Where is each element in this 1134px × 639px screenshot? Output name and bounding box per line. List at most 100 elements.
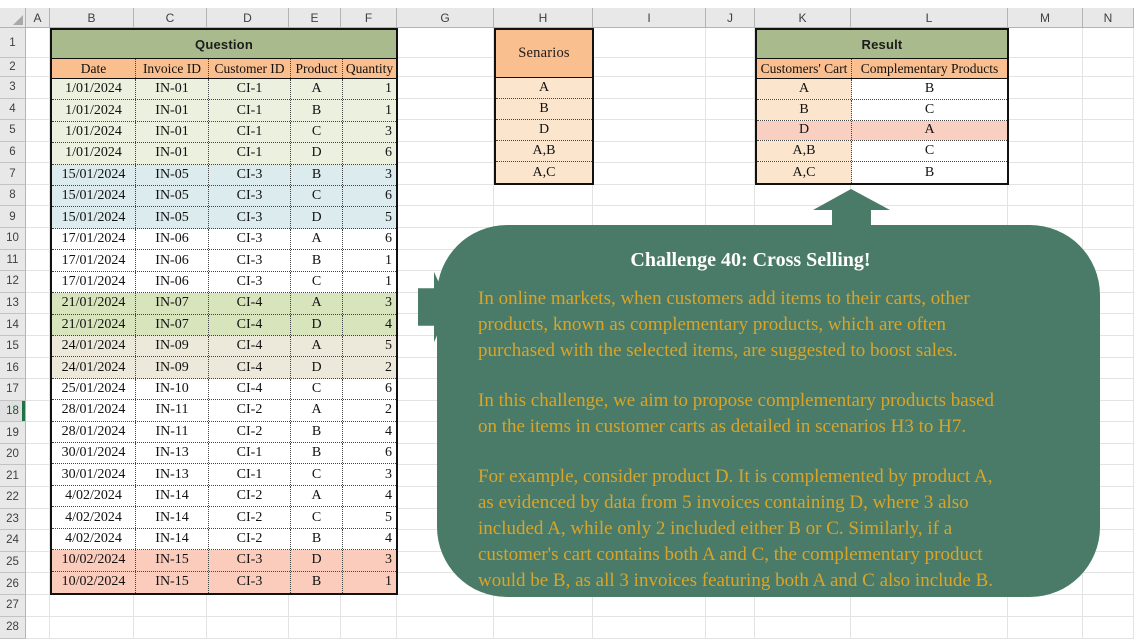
cell-invoice-id[interactable]: IN-11	[136, 421, 209, 443]
cell-date[interactable]: 15/01/2024	[52, 164, 136, 186]
cell-customer-id[interactable]: CI-3	[209, 271, 291, 293]
cell-customer-id[interactable]: CI-1	[209, 121, 291, 143]
table-row[interactable]: 1/01/2024 IN-01 CI-1 C 3	[52, 121, 396, 144]
cell-quantity[interactable]: 6	[385, 188, 392, 204]
table-row[interactable]: 24/01/2024 IN-09 CI-4 A 5	[52, 335, 396, 358]
column-header-b[interactable]: B	[50, 8, 134, 28]
row-header-6[interactable]: 6	[0, 141, 26, 164]
row-header-11[interactable]: 11	[0, 249, 26, 272]
table-row[interactable]: 28/01/2024 IN-11 CI-2 A 2	[52, 400, 396, 422]
grid-cell[interactable]	[494, 184, 593, 207]
row-header-28[interactable]: 28	[0, 616, 26, 639]
grid-cell[interactable]	[397, 616, 494, 639]
cell-product[interactable]: D	[291, 314, 343, 335]
grid-cell[interactable]	[706, 616, 755, 639]
grid-cell[interactable]	[1083, 28, 1134, 58]
cell-customer-id[interactable]: CI-1	[209, 464, 291, 485]
grid-cell[interactable]	[26, 271, 50, 293]
column-header-a[interactable]: A	[26, 8, 50, 28]
cell-product[interactable]: D	[291, 357, 343, 378]
cell-invoice-id[interactable]: IN-10	[136, 378, 209, 400]
cell-quantity[interactable]: 4	[385, 316, 392, 332]
cell-date[interactable]: 28/01/2024	[52, 400, 136, 421]
cell-invoice-id[interactable]: IN-01	[136, 121, 209, 143]
table-row[interactable]: 17/01/2024 IN-06 CI-3 B 1	[52, 250, 396, 272]
grid-cell[interactable]	[593, 58, 706, 77]
grid-cell[interactable]	[593, 141, 706, 164]
cell-product[interactable]: B	[291, 528, 343, 550]
grid-cell[interactable]	[706, 58, 755, 77]
cell-date[interactable]: 4/02/2024	[52, 485, 136, 507]
cell-quantity[interactable]: 3	[385, 295, 392, 311]
cell-customer-id[interactable]: CI-2	[209, 421, 291, 443]
grid-cell[interactable]	[494, 594, 593, 617]
question-header-cell[interactable]: Date	[52, 59, 136, 78]
cell-invoice-id[interactable]: IN-14	[136, 507, 209, 528]
row-header-22[interactable]: 22	[0, 486, 26, 509]
table-row[interactable]: 21/01/2024 IN-07 CI-4 D 4	[52, 314, 396, 336]
grid-cell[interactable]	[26, 141, 50, 164]
cell-quantity[interactable]: 6	[385, 445, 392, 461]
cell-complementary-product[interactable]: A	[852, 120, 1007, 141]
row-header-26[interactable]: 26	[0, 573, 26, 595]
cell-date[interactable]: 4/02/2024	[52, 528, 136, 550]
grid-cell[interactable]	[26, 357, 50, 380]
row-header-7[interactable]: 7	[0, 163, 26, 185]
table-row[interactable]: 17/01/2024 IN-06 CI-3 A 6	[52, 228, 396, 251]
table-row[interactable]: 30/01/2024 IN-13 CI-1 B 6	[52, 443, 396, 465]
cell-customer-id[interactable]: CI-1	[209, 100, 291, 121]
cell-customers-cart[interactable]: A,C	[757, 162, 852, 183]
cell-quantity[interactable]: 6	[385, 381, 392, 397]
cell-date[interactable]: 1/01/2024	[52, 100, 136, 121]
cell-invoice-id[interactable]: IN-15	[136, 550, 209, 571]
cell-quantity[interactable]: 2	[385, 402, 392, 418]
cell-invoice-id[interactable]: IN-01	[136, 79, 209, 100]
cell-product[interactable]: C	[291, 378, 343, 400]
grid-cell[interactable]	[26, 98, 50, 121]
table-row[interactable]: 17/01/2024 IN-06 CI-3 C 1	[52, 271, 396, 294]
grid-cell[interactable]	[26, 120, 50, 142]
grid-cell[interactable]	[1083, 573, 1134, 595]
cell-product[interactable]: A	[291, 400, 343, 421]
cell-product[interactable]: A	[291, 485, 343, 507]
grid-cell[interactable]	[1083, 616, 1134, 639]
column-header-e[interactable]: E	[289, 8, 341, 28]
cell-customers-cart[interactable]: A	[757, 79, 852, 99]
grid-cell[interactable]	[26, 422, 50, 444]
grid-cell[interactable]	[1083, 58, 1134, 77]
cell-invoice-id[interactable]: IN-09	[136, 357, 209, 378]
row-header-20[interactable]: 20	[0, 443, 26, 466]
grid-cell[interactable]	[26, 616, 50, 639]
cell-invoice-id[interactable]: IN-07	[136, 314, 209, 335]
table-row[interactable]: 28/01/2024 IN-11 CI-2 B 4	[52, 421, 396, 444]
table-row[interactable]: A	[496, 78, 592, 99]
cell-customer-id[interactable]: CI-3	[209, 207, 291, 228]
cell-invoice-id[interactable]: IN-13	[136, 443, 209, 464]
cell-customer-id[interactable]: CI-4	[209, 314, 291, 335]
result-header-cell[interactable]: Customers' Cart	[757, 59, 852, 78]
grid-cell[interactable]	[26, 314, 50, 336]
grid-cell[interactable]	[706, 28, 755, 58]
cell-customer-id[interactable]: CI-3	[209, 164, 291, 186]
grid-cell[interactable]	[207, 616, 289, 639]
grid-cell[interactable]	[1083, 141, 1134, 164]
grid-cell[interactable]	[706, 163, 755, 185]
row-header-13[interactable]: 13	[0, 292, 26, 315]
cell-quantity[interactable]: 1	[385, 252, 392, 268]
cell-invoice-id[interactable]: IN-14	[136, 528, 209, 550]
cell-quantity[interactable]: 4	[385, 530, 392, 546]
cell-customer-id[interactable]: CI-4	[209, 378, 291, 400]
row-header-18[interactable]: 18	[0, 400, 26, 423]
row-header-12[interactable]: 12	[0, 271, 26, 293]
table-row[interactable]: B	[496, 99, 592, 120]
row-header-14[interactable]: 14	[0, 314, 26, 336]
cell-invoice-id[interactable]: IN-13	[136, 464, 209, 485]
grid-cell[interactable]	[1083, 98, 1134, 121]
cell-quantity[interactable]: 5	[385, 338, 392, 354]
row-header-8[interactable]: 8	[0, 184, 26, 207]
cell-quantity[interactable]: 3	[385, 466, 392, 482]
column-header-m[interactable]: M	[1008, 8, 1083, 28]
grid-cell[interactable]	[26, 508, 50, 531]
cell-invoice-id[interactable]: IN-01	[136, 143, 209, 164]
cell-customer-id[interactable]: CI-2	[209, 507, 291, 528]
